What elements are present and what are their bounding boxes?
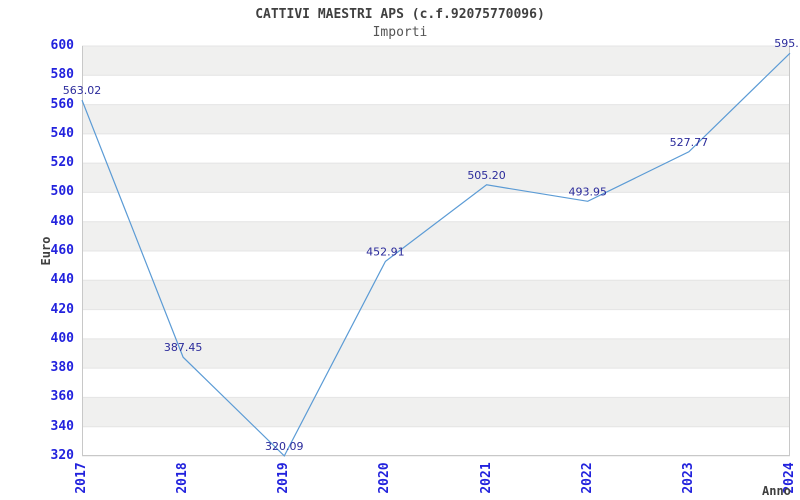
y-tick-label: 600: [50, 38, 74, 53]
plot-band: [82, 221, 790, 251]
x-tick-label: 2021: [478, 462, 494, 494]
y-tick-label: 560: [50, 96, 74, 112]
data-point-label: 387.45: [164, 341, 203, 354]
data-point-label: 527.77: [670, 136, 709, 149]
data-point-label: 320.09: [265, 440, 304, 453]
plot-band: [82, 338, 790, 369]
y-tick-label: 440: [50, 272, 74, 288]
y-tick-label: 500: [50, 184, 74, 200]
data-point-label: 452.91: [366, 245, 405, 258]
data-series-line: [81, 52, 791, 457]
x-tick-label: 2022: [579, 462, 595, 494]
x-tick-label: 2023: [680, 462, 696, 494]
y-tick-label: 320: [50, 448, 74, 463]
x-axis-title: Anno: [762, 484, 791, 498]
x-tick-label: 2019: [276, 462, 292, 494]
chart-subtitle: Importi: [372, 25, 428, 40]
plot-band: [82, 280, 790, 310]
y-tick-label: 420: [50, 301, 74, 317]
y-tick-label: 380: [50, 360, 74, 376]
x-tick-label: 2017: [74, 462, 89, 494]
data-point-label: 595.1: [774, 37, 800, 50]
x-tick-label: 2020: [377, 462, 393, 494]
data-point-label: 505.20: [467, 169, 506, 182]
chart-title: CATTIVI MAESTRI APS (c.f.92075770096): [255, 7, 545, 22]
x-tick-label: 2018: [175, 462, 191, 494]
data-point-label: 493.95: [568, 185, 607, 198]
plot-band: [82, 397, 790, 427]
y-tick-label: 460: [50, 243, 74, 258]
plot-band: [82, 104, 790, 134]
y-tick-label: 480: [50, 213, 74, 229]
y-tick-label: 400: [50, 330, 74, 346]
plot-area: 563.02 387.45 320.09 452.91 505.20 493.95 527.…: [63, 37, 800, 457]
y-tick-label: 340: [50, 418, 74, 434]
y-tick-label: 580: [50, 67, 74, 83]
y-tick-label: 540: [50, 125, 74, 141]
y-tick-label: 360: [50, 389, 74, 405]
plot-band: [82, 163, 790, 193]
y-tick-label: 520: [50, 155, 74, 171]
plot-band: [82, 46, 790, 76]
data-point-label: 563.02: [63, 84, 102, 97]
